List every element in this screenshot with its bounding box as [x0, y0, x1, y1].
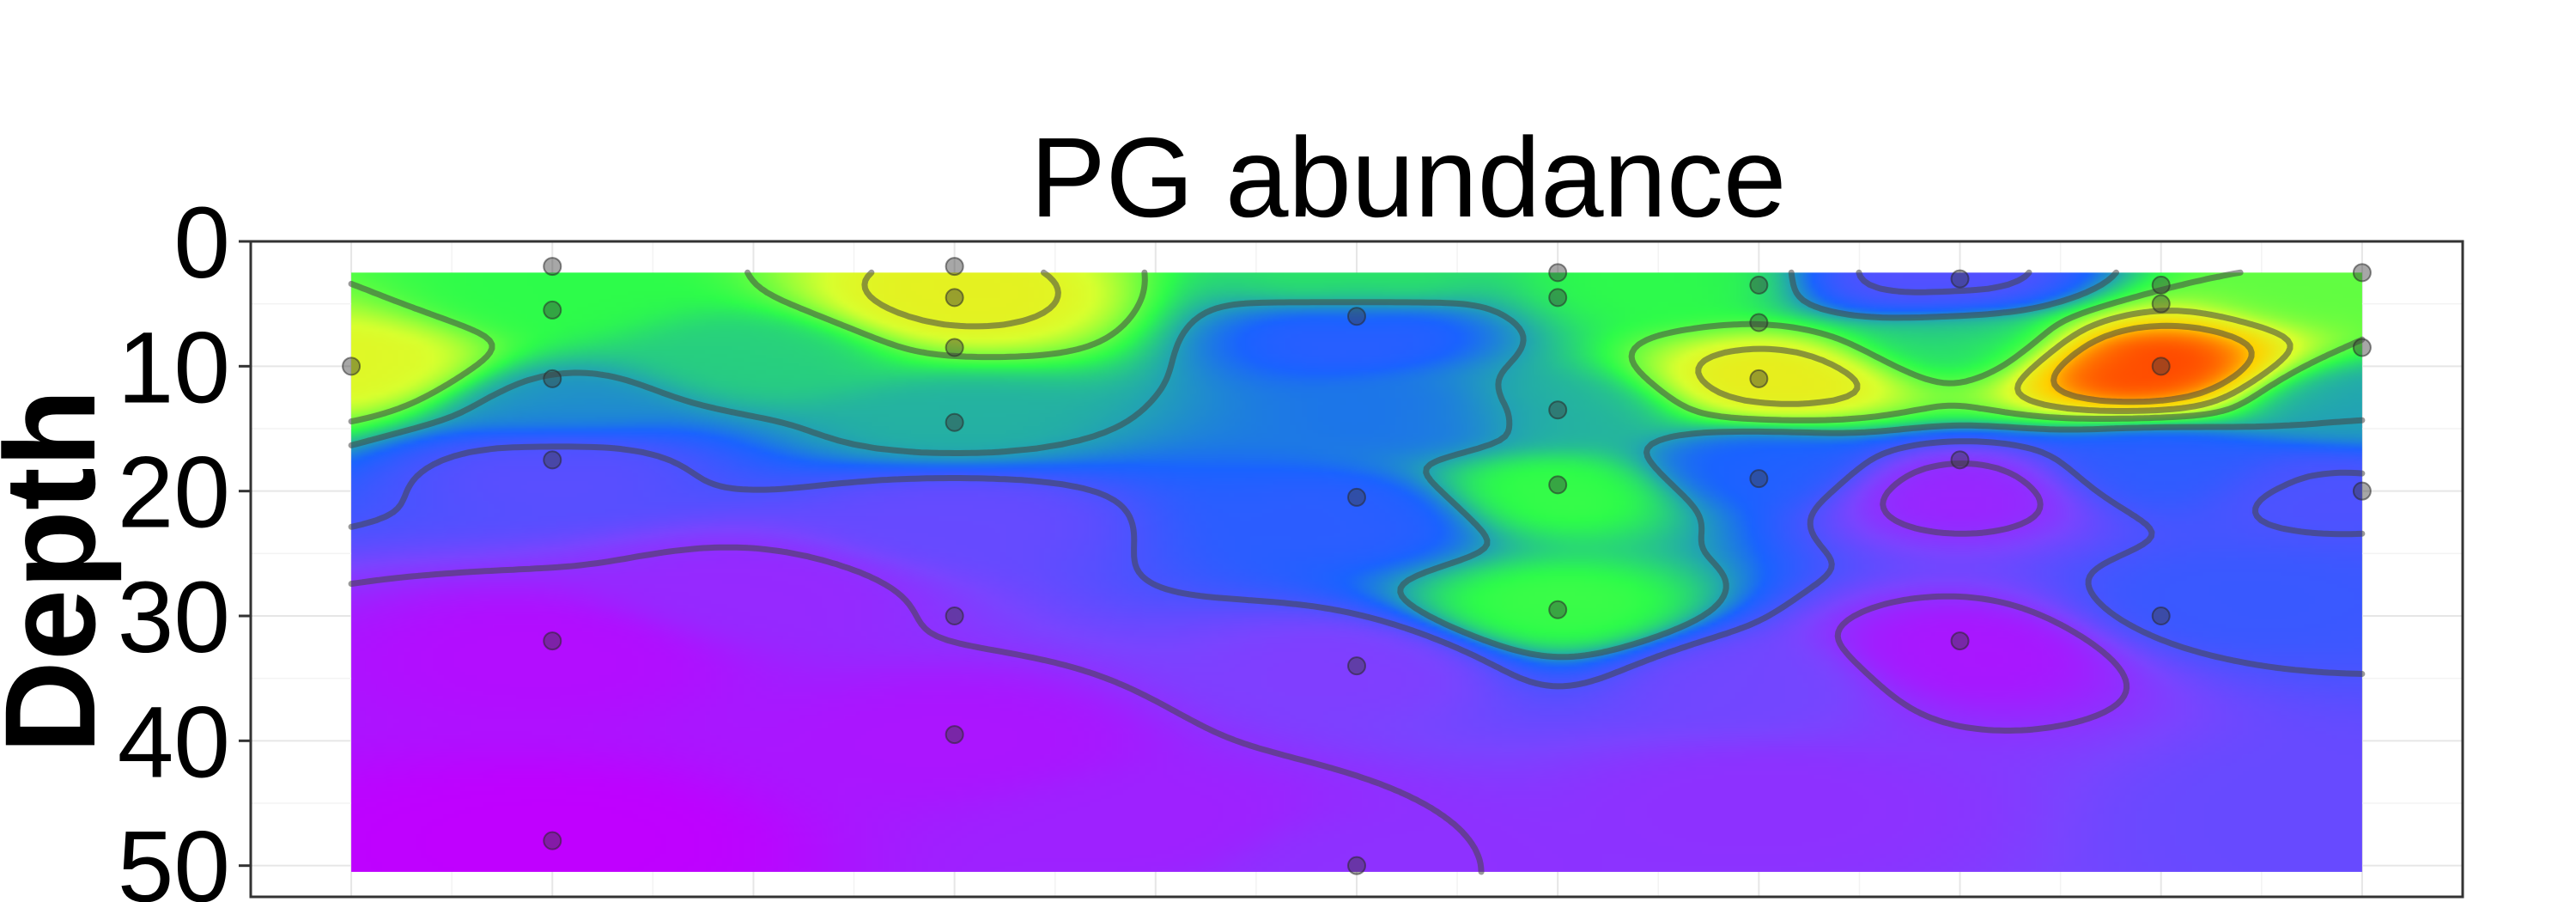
sample-point [543, 369, 562, 388]
sample-point [2151, 275, 2171, 295]
sample-point [543, 631, 562, 651]
sample-point [945, 338, 964, 357]
contour-line [348, 460, 2130, 875]
sample-point [2151, 606, 2171, 625]
contour-lines [348, 269, 2366, 875]
y-tick-label: 0 [173, 186, 230, 300]
sample-point [543, 257, 562, 277]
contour-line [348, 269, 2366, 425]
sample-point [1347, 487, 1366, 507]
sample-point [945, 606, 964, 625]
y-tick-label: 50 [118, 811, 230, 902]
sample-point [1950, 631, 1970, 651]
contour-line [348, 269, 2366, 690]
y-tick-label: 20 [118, 436, 230, 550]
sample-point [342, 357, 361, 376]
y-axis-label: Depth [0, 389, 122, 754]
sample-point [945, 412, 964, 432]
chart-title: PG abundance [1030, 114, 1787, 241]
y-tick-label: 40 [118, 686, 230, 799]
sample-point [945, 725, 964, 745]
sample-point [2151, 294, 2171, 314]
sample-point [2352, 481, 2372, 501]
sample-point [1548, 288, 1568, 308]
sample-point [1749, 275, 1769, 295]
sample-point [1749, 313, 1769, 332]
sample-point [945, 288, 964, 308]
contour-line [861, 269, 2293, 414]
sample-point [543, 831, 562, 850]
sample-point [1347, 856, 1366, 875]
sample-point [1548, 400, 1568, 420]
sample-point [1347, 656, 1366, 676]
sample-point [543, 450, 562, 470]
plot-panel-border [249, 240, 2464, 899]
contour-line [348, 269, 2366, 661]
contour-line [2050, 322, 2255, 405]
sample-point [2352, 263, 2372, 283]
sample-point [1548, 263, 1568, 283]
sample-point [945, 257, 964, 277]
sample-point [1950, 269, 1970, 289]
sample-points [342, 257, 2372, 875]
sample-point [1548, 475, 1568, 495]
sample-point [2352, 338, 2372, 357]
sample-point [1548, 600, 1568, 619]
y-tick-label: 10 [118, 311, 230, 424]
sample-point [2151, 357, 2171, 376]
y-tick-label: 30 [118, 561, 230, 674]
sample-point [1950, 450, 1970, 470]
sample-point [1749, 369, 1769, 388]
sample-point [1347, 307, 1366, 326]
sample-point [543, 300, 562, 320]
sample-point [1749, 469, 1769, 489]
